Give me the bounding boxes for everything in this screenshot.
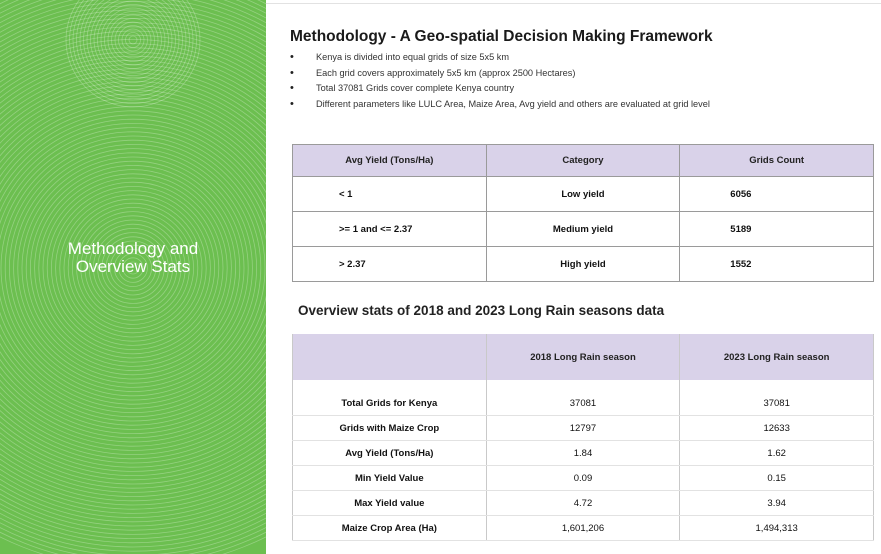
bullet-item: Total 37081 Grids cover complete Kenya c… bbox=[290, 81, 710, 97]
overview-stats-table: 2018 Long Rain season 2023 Long Rain sea… bbox=[292, 334, 874, 541]
table-row: < 1 Low yield 6056 bbox=[292, 176, 874, 212]
stat-2023: 12633 bbox=[679, 415, 874, 441]
stat-2023: 0.15 bbox=[679, 465, 874, 491]
top-divider bbox=[266, 3, 881, 4]
table-row: Grids with Maize Crop 12797 12633 bbox=[292, 415, 874, 441]
column-header: Avg Yield (Tons/Ha) bbox=[292, 144, 487, 177]
table-row: Avg Yield (Tons/Ha) 1.84 1.62 bbox=[292, 440, 874, 466]
column-header: 2018 Long Rain season bbox=[485, 334, 681, 380]
stat-2018: 1,601,206 bbox=[485, 515, 681, 541]
stat-2018: 12797 bbox=[485, 415, 681, 441]
stat-2018: 0.09 bbox=[485, 465, 681, 491]
category-cell: Low yield bbox=[485, 176, 681, 212]
yield-range-cell: > 2.37 bbox=[292, 246, 487, 282]
yield-category-table: Avg Yield (Tons/Ha) Category Grids Count… bbox=[292, 144, 874, 282]
stat-label: Max Yield value bbox=[292, 490, 487, 516]
methodology-bullets: Kenya is divided into equal grids of siz… bbox=[290, 50, 710, 112]
table-row: Min Yield Value 0.09 0.15 bbox=[292, 465, 874, 491]
bullet-item: Different parameters like LULC Area, Mai… bbox=[290, 97, 710, 113]
bullet-item: Each grid covers approximately 5x5 km (a… bbox=[290, 66, 710, 82]
grids-count-cell: 1552 bbox=[679, 246, 874, 282]
panel-title-line1: Methodology and bbox=[67, 239, 199, 258]
side-panel: Methodology and Overview Stats bbox=[0, 0, 266, 554]
stat-2023: 1,494,313 bbox=[679, 515, 874, 541]
stat-label: Avg Yield (Tons/Ha) bbox=[292, 440, 487, 466]
stat-label: Maize Crop Area (Ha) bbox=[292, 515, 487, 541]
table-row: Total Grids for Kenya 37081 37081 bbox=[292, 391, 874, 416]
stat-label: Min Yield Value bbox=[292, 465, 487, 491]
yield-range-cell: < 1 bbox=[292, 176, 487, 212]
stat-2023: 3.94 bbox=[679, 490, 874, 516]
column-header bbox=[292, 334, 487, 380]
stat-2018: 4.72 bbox=[485, 490, 681, 516]
table-row: >= 1 and <= 2.37 Medium yield 5189 bbox=[292, 211, 874, 247]
stat-2023: 37081 bbox=[679, 391, 874, 416]
overview-title: Overview stats of 2018 and 2023 Long Rai… bbox=[298, 303, 665, 318]
methodology-title: Methodology - A Geo-spatial Decision Mak… bbox=[290, 28, 713, 45]
category-cell: Medium yield bbox=[485, 211, 681, 247]
panel-title-line2: Overview Stats bbox=[75, 257, 191, 276]
stat-label: Grids with Maize Crop bbox=[292, 415, 487, 441]
column-header: Category bbox=[485, 144, 681, 177]
table-header-row: Avg Yield (Tons/Ha) Category Grids Count bbox=[292, 144, 874, 177]
column-header: 2023 Long Rain season bbox=[679, 334, 874, 380]
main-content: Methodology - A Geo-spatial Decision Mak… bbox=[266, 0, 881, 554]
bullet-item: Kenya is divided into equal grids of siz… bbox=[290, 50, 710, 66]
table-row: Maize Crop Area (Ha) 1,601,206 1,494,313 bbox=[292, 515, 874, 541]
table-row: > 2.37 High yield 1552 bbox=[292, 246, 874, 282]
stat-2018: 1.84 bbox=[485, 440, 681, 466]
stat-2018: 37081 bbox=[485, 391, 681, 416]
table-row: Max Yield value 4.72 3.94 bbox=[292, 490, 874, 516]
category-cell: High yield bbox=[485, 246, 681, 282]
concentric-circles-decoration bbox=[0, 0, 266, 554]
table-header-row: 2018 Long Rain season 2023 Long Rain sea… bbox=[292, 334, 874, 380]
spacer-row bbox=[292, 380, 874, 391]
stat-2023: 1.62 bbox=[679, 440, 874, 466]
grids-count-cell: 5189 bbox=[679, 211, 874, 247]
column-header: Grids Count bbox=[679, 144, 874, 177]
yield-range-cell: >= 1 and <= 2.37 bbox=[292, 211, 487, 247]
stat-label: Total Grids for Kenya bbox=[292, 391, 487, 416]
panel-title: Methodology and Overview Stats bbox=[0, 240, 266, 276]
grids-count-cell: 6056 bbox=[679, 176, 874, 212]
